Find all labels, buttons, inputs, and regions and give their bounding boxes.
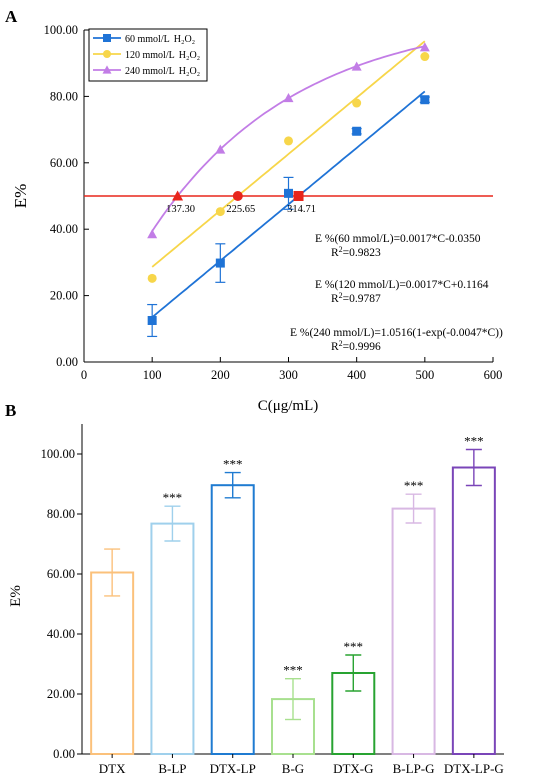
x-tick-label: DTX-LP <box>210 761 256 776</box>
x-tick-label: B-LP-G <box>393 761 435 776</box>
intersection-label: 314.71 <box>287 204 316 215</box>
legend-label-h2o2: H₂O₂ <box>174 34 195 45</box>
x-tick-label: DTX <box>99 761 126 776</box>
equation-3: E %(240 mmol/L)=1.0516(1-exp(-0.0047*C)) <box>290 327 503 339</box>
legend-label-concentration: 60 mmol/L <box>125 34 170 45</box>
legend-marker <box>103 50 111 58</box>
y-tick-label: 80.00 <box>50 89 78 103</box>
legend-label-concentration: 240 mmol/L <box>125 66 175 77</box>
x-tick-label: DTX-G <box>333 761 373 776</box>
y-tick-label: 60.00 <box>50 156 78 170</box>
point-series-3 <box>351 61 362 71</box>
y-tick-label: 80.00 <box>47 507 75 521</box>
significance-stars: *** <box>223 457 243 472</box>
y-tick-label: 100.00 <box>41 447 75 461</box>
legend-label-3: 240 mmol/L H₂O₂ <box>125 66 200 77</box>
x-tick-label: B-LP <box>158 761 186 776</box>
point-series-3 <box>419 42 430 52</box>
point-series-3 <box>147 229 158 239</box>
intersection-markers: 137.30 225.65 314.71 <box>166 190 316 215</box>
intersection-label: 137.30 <box>166 204 195 215</box>
bar-dtx <box>90 571 135 755</box>
point-series-1 <box>284 188 293 198</box>
y-tick-label: 60.00 <box>47 567 75 581</box>
superscript: 2 <box>339 339 343 348</box>
r-squared-2: R2=0.9787 <box>331 291 381 305</box>
data-points <box>147 42 430 338</box>
significance-stars: *** <box>464 434 484 449</box>
equation-2: E %(120 mmol/L)=0.0017*C+0.1164 <box>315 279 489 291</box>
r-squared-value: =0.9823 <box>343 247 381 259</box>
x-tick-label: 600 <box>484 368 503 382</box>
superscript: 2 <box>339 245 343 254</box>
intersection-marker <box>293 191 304 201</box>
y-tick-label: 20.00 <box>50 289 78 303</box>
y-tick-label: 40.00 <box>50 222 78 236</box>
significance-stars: *** <box>344 639 364 654</box>
x-tick-label: 100 <box>143 368 162 382</box>
legend-label-1: 60 mmol/L H₂O₂ <box>125 34 195 45</box>
bar-dtx-lp <box>210 484 255 755</box>
point-series-2 <box>284 136 293 146</box>
panel-a-legend: 60 mmol/L H₂O₂ 120 mmol/L H₂O₂ 240 mmol/L H₂O… <box>88 28 208 82</box>
significance-stars: *** <box>404 478 424 493</box>
panel-b-y-axis-label: E% <box>8 585 24 607</box>
panel-b-bars: *** *** *** *** *** *** <box>90 434 496 755</box>
r-squared-1: R2=0.9823 <box>331 245 381 259</box>
x-tick-label: B-G <box>282 761 304 776</box>
x-tick-label: 500 <box>415 368 434 382</box>
bar-dtx-lp-g <box>451 466 496 755</box>
r-squared-3: R2=0.9996 <box>331 339 381 353</box>
r-squared-value: =0.9996 <box>343 341 381 353</box>
fit-line-series-2 <box>151 40 426 268</box>
point-series-1 <box>352 126 362 136</box>
y-tick-label: 0.00 <box>53 747 75 761</box>
y-tick-label: 40.00 <box>47 627 75 641</box>
panel-a-x-axis-label: C(μg/mL) <box>258 398 319 414</box>
significance-stars: *** <box>163 490 183 505</box>
point-series-2 <box>147 273 157 283</box>
intersection-label: 225.65 <box>226 204 255 215</box>
legend-label-concentration: 120 mmol/L <box>125 50 175 61</box>
x-tick-label: DTX-LP-G <box>444 761 504 776</box>
y-tick-label: 100.00 <box>44 23 78 37</box>
x-tick-label: 0 <box>81 368 87 382</box>
intersection-marker <box>232 191 243 201</box>
panel-a-y-ticks: 0.00 20.00 40.00 60.00 80.00 100.00 <box>44 23 89 369</box>
x-tick-label: 400 <box>347 368 366 382</box>
bar-b-lp <box>150 522 195 755</box>
legend-marker <box>103 34 111 42</box>
legend-marker <box>102 65 112 74</box>
bar-b-lp-g <box>391 507 436 755</box>
superscript: 2 <box>339 291 343 300</box>
point-series-2 <box>215 207 225 217</box>
legend-label-2: 120 mmol/L H₂O₂ <box>125 50 200 61</box>
point-series-1 <box>420 95 430 105</box>
point-series-2 <box>420 52 430 62</box>
x-tick-label: 200 <box>211 368 230 382</box>
intersection-marker <box>172 190 184 201</box>
r-squared-value: =0.9787 <box>343 293 381 305</box>
legend-label-h2o2: H₂O₂ <box>179 66 200 77</box>
y-tick-label: 20.00 <box>47 687 75 701</box>
point-series-3 <box>215 144 226 154</box>
equation-1: E %(60 mmol/L)=0.0017*C-0.0350 <box>315 233 481 245</box>
point-series-3 <box>283 93 294 103</box>
panel-a-y-axis-label: E% <box>11 184 30 209</box>
x-tick-label: 300 <box>279 368 298 382</box>
panel-b-x-ticks: DTX B-LP DTX-LP B-G DTX-G B-LP-G DTX-LP-G <box>99 754 504 776</box>
panel-b-label: B <box>5 401 16 420</box>
point-series-2 <box>352 98 362 108</box>
panel-a-label: A <box>5 7 18 26</box>
legend-label-h2o2: H₂O₂ <box>179 50 200 61</box>
point-series-1 <box>215 258 225 268</box>
point-series-1 <box>147 316 157 325</box>
panel-b-y-ticks: 0.00 20.00 40.00 60.00 80.00 100.00 <box>41 447 82 761</box>
y-tick-label: 0.00 <box>56 355 78 369</box>
panel-a-x-ticks: 0 100 200 300 400 500 600 <box>81 357 503 382</box>
significance-stars: *** <box>283 663 303 678</box>
